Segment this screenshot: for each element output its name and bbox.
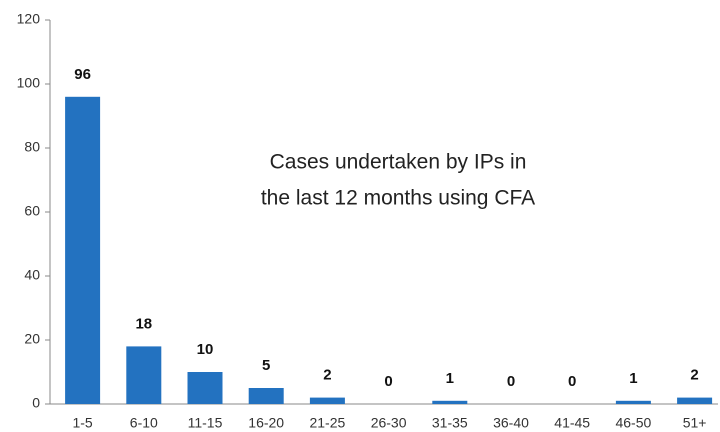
- bar: [248, 388, 284, 404]
- value-label: 1: [446, 370, 454, 387]
- x-tick-label: 26-30: [371, 415, 407, 431]
- bar: [126, 346, 162, 404]
- x-tick-label: 16-20: [248, 415, 284, 431]
- x-tick-label: 6-10: [130, 415, 158, 431]
- bar: [65, 96, 101, 405]
- value-label: 10: [197, 341, 214, 358]
- y-tick-label: 120: [17, 11, 41, 27]
- annotation: Cases undertaken by IPs in: [270, 151, 527, 174]
- x-tick-label: 11-15: [188, 415, 223, 431]
- x-tick-label: 31-35: [432, 415, 468, 431]
- y-tick-label: 100: [17, 75, 41, 91]
- annotation: the last 12 months using CFA: [261, 187, 535, 210]
- bar: [677, 397, 713, 404]
- x-tick-label: 36-40: [493, 415, 529, 431]
- bar: [187, 372, 223, 404]
- x-tick-label: 51+: [683, 415, 707, 431]
- value-label: 0: [507, 373, 515, 390]
- value-label: 0: [568, 373, 576, 390]
- value-label: 5: [262, 357, 270, 374]
- y-tick-label: 0: [32, 395, 40, 411]
- y-tick-label: 20: [24, 331, 40, 347]
- bar: [309, 397, 345, 404]
- value-label: 18: [135, 315, 152, 332]
- x-tick-label: 41-45: [554, 415, 590, 431]
- value-label: 2: [323, 367, 331, 384]
- bar: [432, 400, 468, 404]
- x-tick-label: 46-50: [615, 415, 651, 431]
- value-label: 96: [74, 66, 91, 83]
- x-tick-label: 1-5: [72, 415, 92, 431]
- value-label: 0: [384, 373, 392, 390]
- value-label: 2: [690, 367, 698, 384]
- value-label: 1: [629, 370, 637, 387]
- x-tick-label: 21-25: [309, 415, 345, 431]
- y-tick-label: 60: [24, 203, 40, 219]
- bar: [615, 400, 651, 404]
- y-tick-label: 80: [24, 139, 40, 155]
- y-tick-label: 40: [24, 267, 40, 283]
